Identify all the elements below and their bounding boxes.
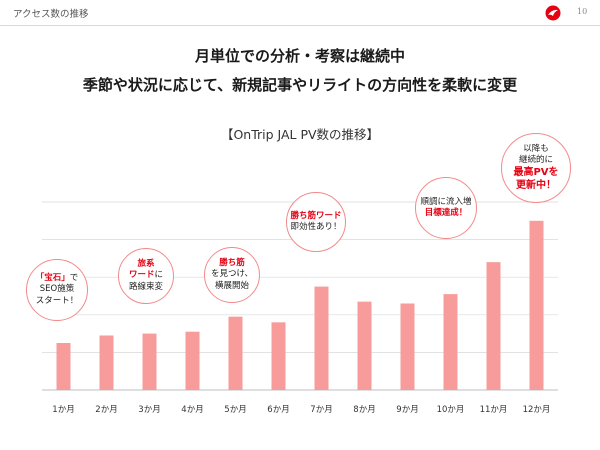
bar [357,301,372,390]
annotation-line: スタート！ [36,296,79,307]
annotation-callout: 勝ち筋 を見つけ、 横展開始 [204,247,260,303]
annotation-line: 以降も [523,144,549,155]
bar [99,335,114,390]
annotation-line: 最高PVを [513,166,558,179]
annotation-text: 継続的に [518,154,553,165]
x-tick-label: 7か月 [310,405,332,415]
x-tick-label: 8か月 [353,405,375,415]
annotation-line: 旅系 [137,259,154,270]
x-tick-label: 6か月 [267,405,289,415]
page-header: アクセス数の推移 10 [0,0,600,26]
annotation-text: 順調に流入増 [420,196,472,207]
annotation-callout: 順調に流入増 目標達成！ [415,177,477,239]
annotation-callout: 「宝石」で SEO施策 スタート！ [26,259,88,321]
annotation-line: 即効性あり！ [290,222,341,233]
annotation-line: 勝ち筋 [219,258,245,269]
annotation-line: 順調に流入増 [420,197,471,208]
chart-title: 【OnTrip JAL PV数の推移】 [220,127,380,142]
bar [228,316,243,390]
annotation-text: SEO施策 [39,284,75,295]
x-tick-label: 9か月 [396,405,418,415]
x-tick-label: 12か月 [523,405,551,415]
annotation-line: 更新中！ [516,179,556,192]
x-tick-label: 5か月 [224,405,246,415]
x-tick-label: 3か月 [138,405,160,415]
annotation-highlight: 旅系 [137,259,155,270]
annotation-line: 勝ち筋ワード [290,211,341,222]
annotation-highlight: 「宝石」 [35,273,70,284]
annotation-text: 以降も [523,143,549,154]
annotation-text: 即効性あり！ [290,222,342,232]
page-number: 10 [577,7,588,16]
x-tick-label: 1か月 [52,405,74,415]
bar [486,262,501,390]
annotation-line: 継続的に [519,155,553,166]
headline-line-2: 季節や状況に応じて、新規記事やリライトの方向性を柔軟に変更 [82,76,518,94]
annotation-line: ワードに [129,270,163,281]
annotation-callout: 以降も 継続的に 最高PVを更新中！ [501,133,571,203]
annotation-line: を見つけ、 [211,269,253,280]
bar [400,303,415,390]
bar [529,220,544,390]
annotation-line: 横展開始 [215,281,249,292]
bar [142,333,157,390]
bar [56,343,71,390]
annotation-text: を見つけ、 [210,269,254,280]
annotation-callout: 旅系 ワードに 路線束変 [118,248,174,304]
crane-logo-icon [545,5,561,21]
x-tick-label: 11か月 [480,405,508,415]
annotation-highlight: 更新中！ [516,180,556,192]
annotation-callout: 勝ち筋ワード 即効性あり！ [286,192,346,252]
x-tick-label: 4か月 [181,405,203,415]
annotation-line: 「宝石」で [36,273,79,284]
bar [185,331,200,390]
x-tick-label: 10か月 [437,405,465,415]
annotation-text: 横展開始 [214,280,249,291]
annotation-highlight: 勝ち筋 [219,258,245,269]
annotation-highlight: ワード [128,270,155,281]
annotation-line: 路線束変 [129,282,163,293]
annotation-highlight: 最高PVを [513,167,559,178]
bar [314,286,329,390]
headline-line-1: 月単位での分析・考察は継続中 [194,47,405,65]
annotation-line: SEO施策 [40,284,74,295]
bar [271,322,286,390]
annotation-highlight: 目標達成！ [424,208,468,218]
annotation-text: スタート！ [35,295,79,306]
annotation-text: 路線束変 [128,281,163,292]
page-header-title: アクセス数の推移 [13,9,89,20]
annotation-line: 目標達成！ [425,208,468,219]
annotation-text: に [154,270,164,281]
x-tick-label: 2か月 [95,405,117,415]
bar [443,294,458,390]
annotation-text: で [69,273,79,284]
annotation-highlight: 勝ち筋ワード [290,210,342,221]
